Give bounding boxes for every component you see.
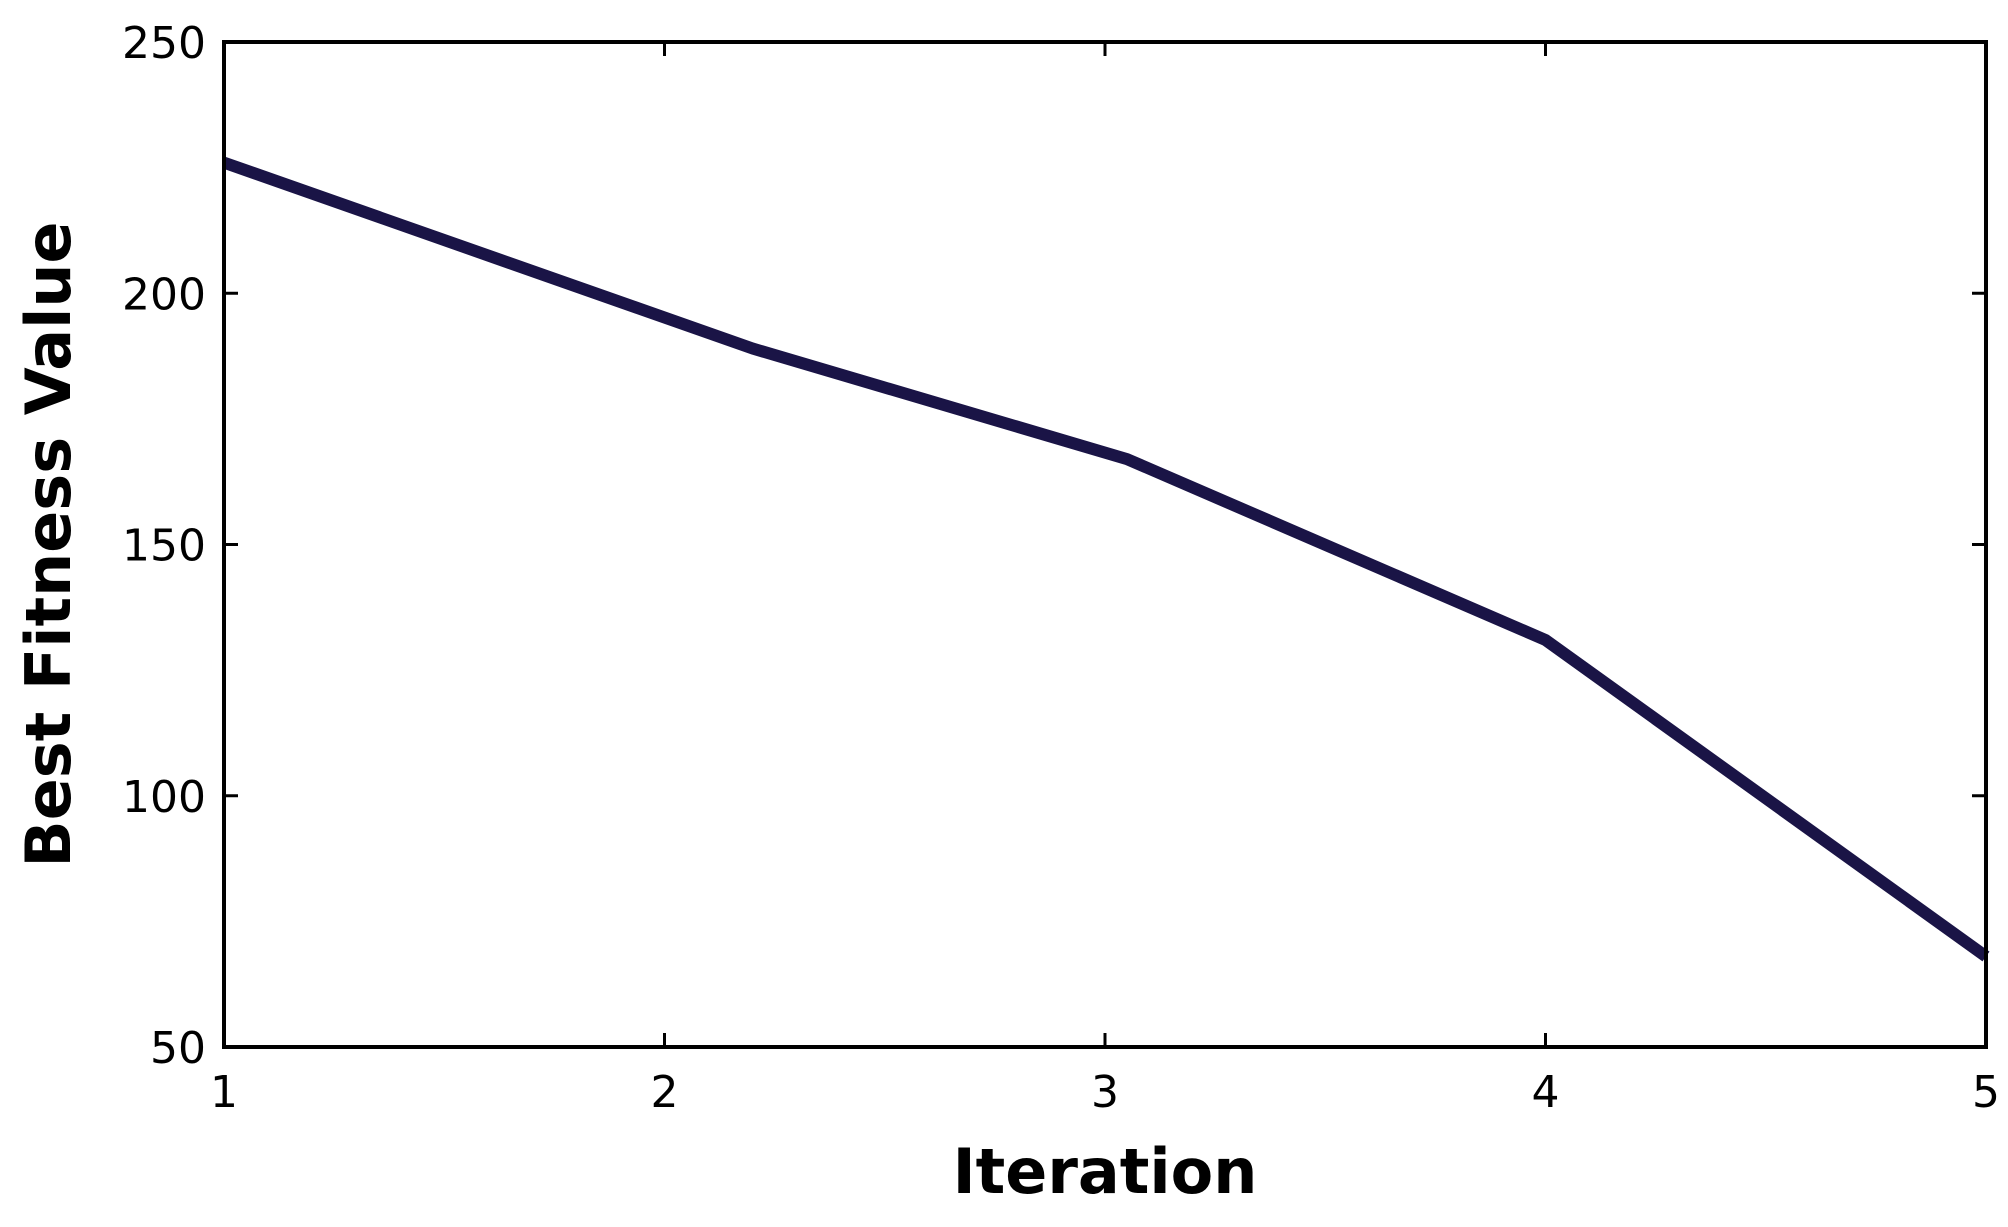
y-tick-label: 100 — [122, 772, 206, 823]
x-tick-label: 5 — [1972, 1067, 2000, 1118]
axis-ticks — [222, 40, 1988, 1049]
tick-labels: 1 2 3 4 5 50 100 150 200 250 — [122, 18, 2000, 1118]
y-tick-label: 150 — [122, 521, 206, 572]
y-axis-label: Best Fitness Value — [12, 221, 85, 867]
series-line-0 — [222, 156, 1990, 962]
x-tick-label: 2 — [651, 1067, 679, 1118]
x-tick-label: 1 — [210, 1067, 238, 1118]
y-tick-label: 250 — [122, 18, 206, 69]
y-tick-label: 50 — [150, 1023, 206, 1074]
x-axis-label: Iteration — [953, 1135, 1258, 1208]
plot-content — [222, 156, 1990, 962]
x-tick-label: 4 — [1532, 1067, 1560, 1118]
x-tick-label: 3 — [1091, 1067, 1119, 1118]
y-tick-label: 200 — [122, 269, 206, 320]
